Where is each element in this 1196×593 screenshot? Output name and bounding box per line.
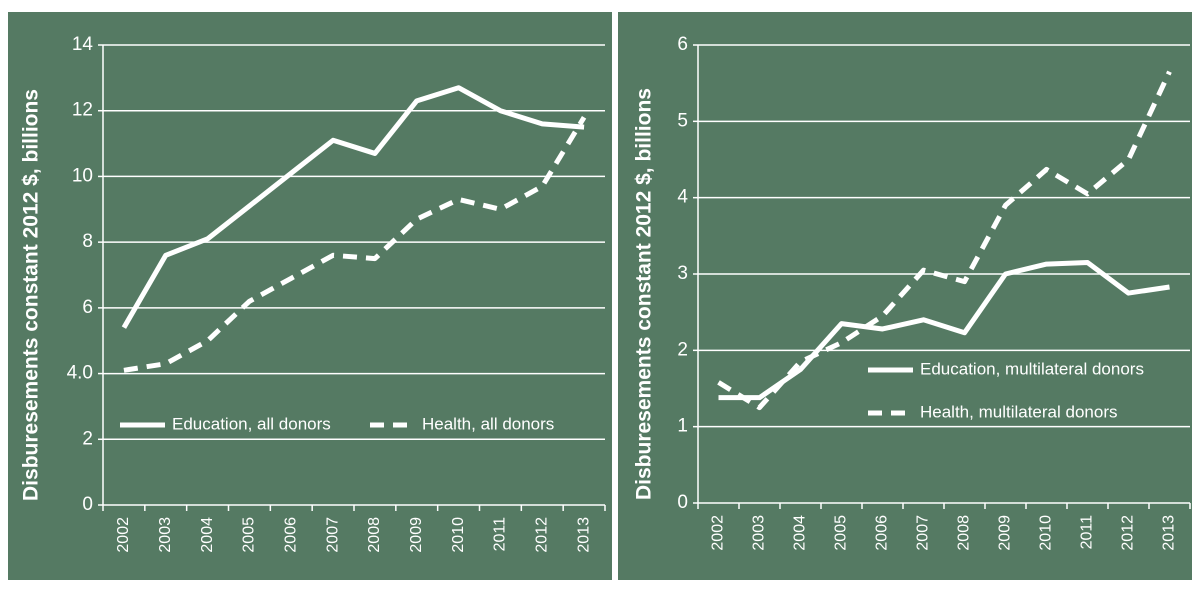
x-tick-label: 2002 [710, 515, 727, 551]
x-tick-label: 2009 [408, 517, 425, 553]
panel-right [618, 12, 1192, 580]
legend-label: Health, all donors [422, 414, 554, 433]
y-tick-label: 6 [677, 34, 688, 55]
y-tick-label: 12 [72, 100, 93, 121]
y-axis-label: Disburesements constant 2012 $, billions [20, 89, 43, 501]
x-tick-label: 2007 [324, 517, 341, 553]
x-tick-label: 2011 [492, 517, 509, 552]
legend-label: Education, multilateral donors [920, 359, 1144, 378]
y-tick-label: 3 [677, 263, 688, 284]
x-tick-label: 2003 [751, 515, 768, 551]
y-tick-label: 5 [677, 110, 688, 131]
y-tick-label: 14 [72, 34, 94, 55]
x-tick-label: 2008 [366, 517, 383, 553]
x-tick-label: 2006 [282, 517, 299, 553]
legend-label: Health, multilateral donors [920, 402, 1117, 421]
legend-label: Education, all donors [172, 414, 331, 433]
series-line [717, 70, 1172, 411]
series-line [123, 115, 587, 373]
y-tick-label: 0 [677, 492, 688, 513]
x-tick-label: 2005 [241, 517, 258, 553]
x-tick-label: 2010 [1038, 515, 1055, 551]
x-tick-label: 2009 [997, 515, 1014, 551]
x-tick-label: 2010 [450, 517, 467, 553]
x-tick-label: 2012 [1120, 515, 1137, 551]
x-tick-label: 2013 [1161, 515, 1178, 551]
y-tick-label: 4 [677, 187, 688, 208]
x-tick-label: 2003 [157, 517, 174, 553]
y-tick-label: 1 [677, 416, 688, 437]
x-tick-label: 2005 [833, 515, 850, 551]
series-line [121, 85, 585, 329]
x-tick-label: 2008 [956, 515, 973, 551]
x-tick-label: 2006 [874, 515, 891, 551]
y-tick-label: 2 [677, 339, 688, 360]
x-tick-label: 2002 [115, 517, 132, 553]
y-tick-label: 0 [82, 494, 93, 515]
x-tick-label: 2013 [575, 517, 592, 553]
y-tick-label: 8 [82, 231, 93, 252]
y-tick-label: 6 [82, 297, 93, 318]
x-tick-label: 2004 [792, 515, 809, 551]
x-tick-label: 2007 [915, 515, 932, 551]
y-axis-label: Disburesements constant 2012 $, billions [633, 88, 656, 500]
x-tick-label: 2012 [533, 517, 550, 553]
series-line [718, 260, 1170, 401]
x-tick-label: 2011 [1079, 515, 1096, 550]
y-tick-label: 10 [72, 165, 93, 186]
y-tick-label: 2 [82, 428, 93, 449]
x-tick-label: 2004 [199, 517, 216, 553]
panel-left [8, 12, 612, 580]
y-tick-label: 4.0 [67, 363, 93, 384]
